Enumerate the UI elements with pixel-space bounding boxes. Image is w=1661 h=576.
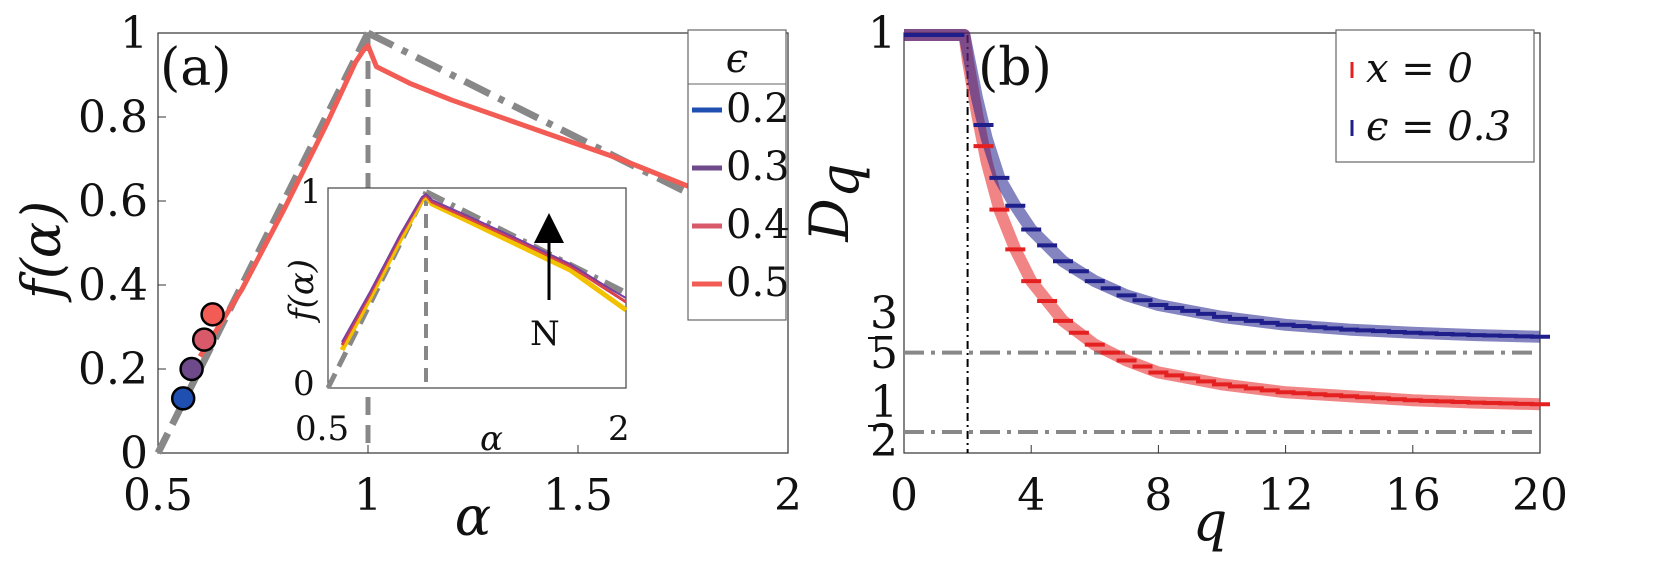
legend-title: ϵ (726, 36, 748, 82)
legend-a-label: 0.5 (726, 260, 790, 306)
inset-xtick-1: 2 (608, 409, 630, 449)
endpoint-0.2 (170, 386, 196, 411)
legend-a-label: 0.3 (726, 144, 790, 190)
endpoint-0.3 (179, 356, 204, 382)
xtick-b-label: 4 (1017, 470, 1045, 521)
xtick-a-label: 0.5 (123, 470, 193, 521)
frac-3-5-den: 5 (870, 328, 898, 379)
endpoint-0.5 (200, 302, 225, 327)
xtick-b-label: 16 (1385, 470, 1441, 521)
frac-tick-1-2: 1 2 (868, 377, 898, 467)
endpoint-0.4 (191, 327, 217, 352)
inset-ytick-0: 0 (293, 364, 315, 404)
frac-1-2-den: 2 (870, 416, 898, 467)
inset-xlabel: α (480, 419, 503, 459)
inset-a: 1 0 0.5 2 α f(α) N (282, 172, 630, 459)
xtick-a-label: 1.5 (543, 470, 613, 521)
legend-a-label: 0.2 (726, 86, 790, 132)
ytick-a-label: 0.8 (78, 92, 148, 143)
legend-box-b (1335, 29, 1535, 163)
legend-a-label: 0.4 (726, 202, 790, 248)
frac-tick-3-5: 3 5 (868, 288, 898, 379)
ylabel-b: D q (798, 163, 871, 242)
frac-1-2-num: 1 (870, 377, 898, 428)
xlabel-b: q (1193, 490, 1228, 553)
series-line-0.5 (197, 43, 769, 358)
ref-line-rise (154, 31, 372, 455)
inset-curve-purple (341, 192, 627, 343)
axes-frame-a (157, 32, 789, 454)
legend-box-a (687, 29, 787, 321)
xlabel-a: α (455, 485, 491, 548)
legend-b-label-1: ϵ = 0.3 (1366, 104, 1511, 150)
axes-frame-b (903, 32, 1541, 454)
inset-xtick-0: 0.5 (295, 409, 349, 449)
panel-b: 0 4 8 12 16 20 1 3 5 1 2 D q q (b) x = 0 ϵ = (798, 8, 1568, 553)
xtick-b-label: 20 (1512, 470, 1568, 521)
legend-b: x = 0 ϵ = 0.3 (1335, 29, 1535, 163)
legend-a: ϵ 0.2 0.3 0.4 0.5 (687, 29, 790, 321)
ytick-a-label: 0.2 (78, 344, 148, 395)
ylabel-b-sub: q (808, 163, 871, 198)
ytick-a-label: 1 (120, 8, 148, 59)
panel-a: 00.20.40.60.81 0.5 1 1.5 2 f(α) α (a) ϵ 0.2… (10, 8, 802, 548)
inset-ytick-1: 1 (300, 172, 322, 212)
ylabel-a: f(α) (10, 201, 73, 304)
xtick-a-label: 2 (774, 470, 802, 521)
panel-label-b: (b) (978, 38, 1052, 98)
xtick-a-label: 1 (354, 470, 382, 521)
ytick-b-1: 1 (868, 8, 896, 59)
ytick-a-label: 0 (120, 428, 148, 479)
xtick-b-label: 8 (1144, 470, 1172, 521)
ytick-a-label: 0.6 (78, 176, 148, 227)
panel-label-a: (a) (160, 38, 232, 98)
xtick-b-label: 12 (1258, 470, 1314, 521)
ylabel-b-main: D (798, 198, 861, 242)
inset-ylabel: f(α) (282, 259, 322, 324)
ytick-a-label: 0.4 (78, 260, 148, 311)
xtick-b-label: 0 (890, 470, 918, 521)
legend-b-label-0: x = 0 (1366, 46, 1473, 92)
inset-curve-yellow (339, 192, 628, 352)
frac-3-5-num: 3 (870, 288, 898, 339)
inset-annotation-n: N (530, 314, 560, 354)
